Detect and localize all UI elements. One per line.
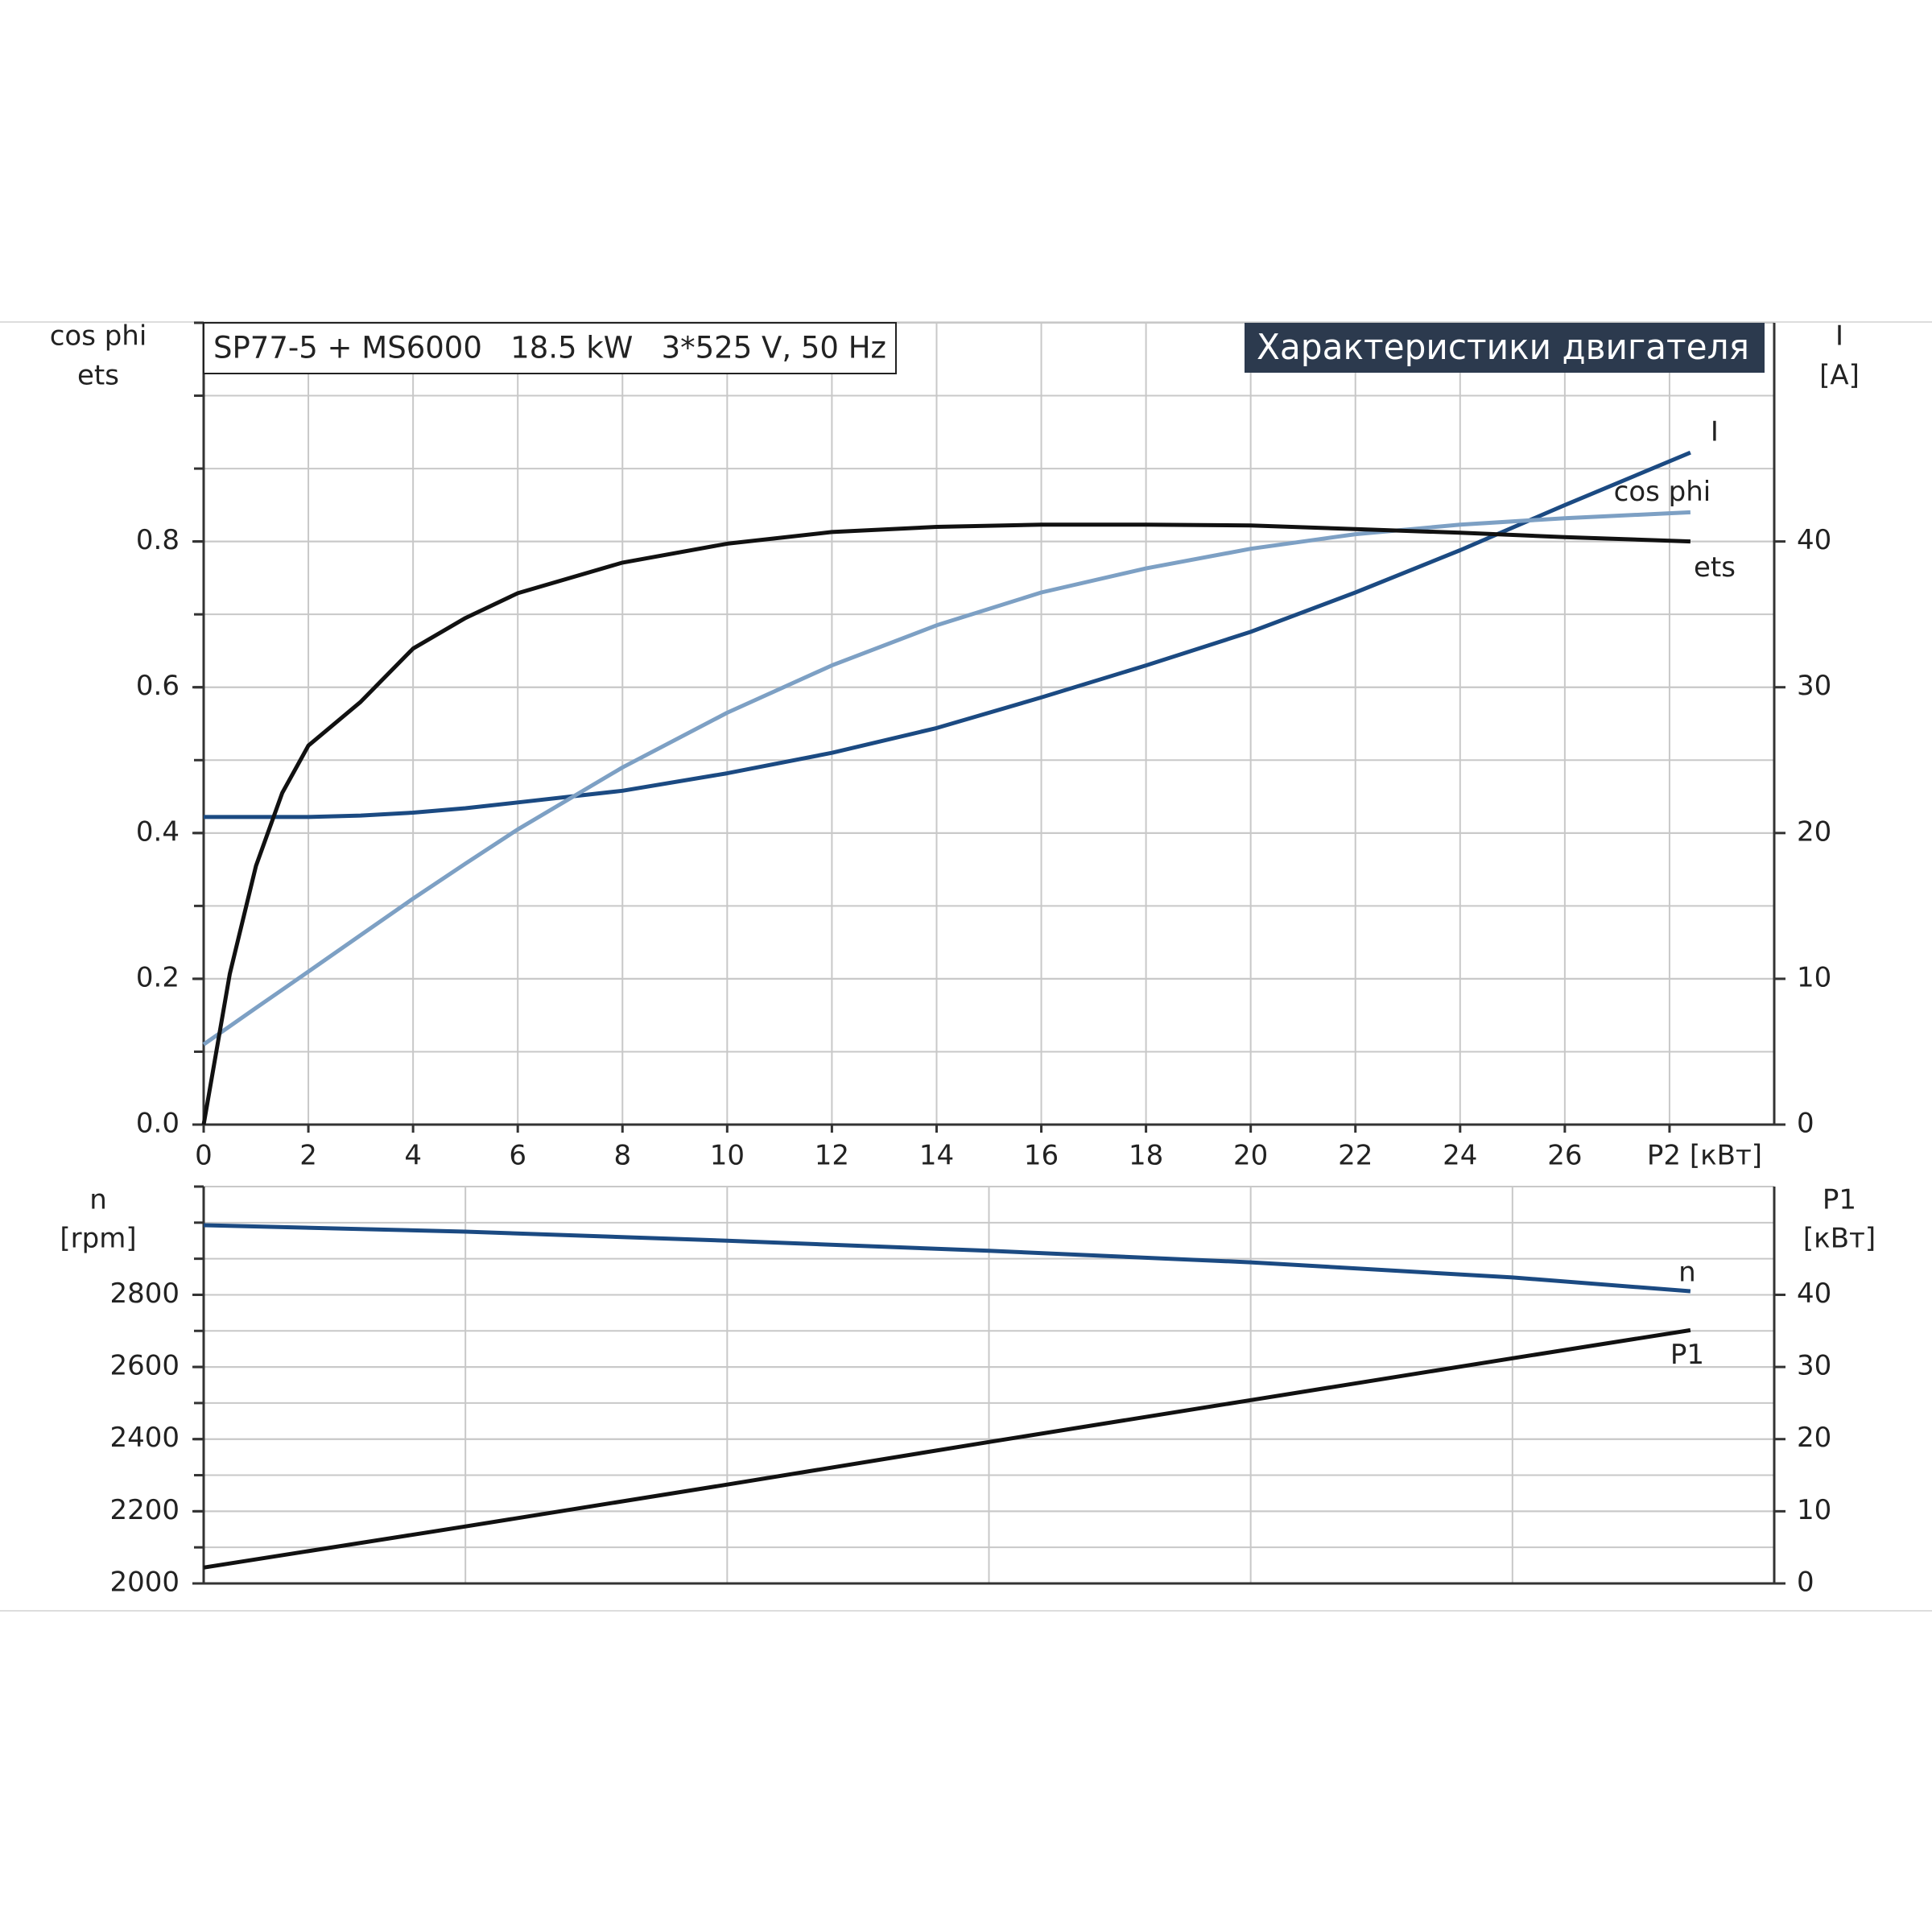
series-label: I [1711, 416, 1719, 448]
y-tick-label: 2600 [109, 1350, 180, 1382]
y-axis-label: cos phi [50, 320, 147, 353]
y2-axis-label: [A] [1819, 360, 1860, 392]
y2-tick-label: 0 [1797, 1567, 1814, 1599]
series-line [201, 522, 1690, 1125]
y-tick-label: 0.2 [136, 961, 180, 993]
y2-tick-label: 20 [1797, 815, 1831, 848]
series-line [204, 450, 1691, 819]
series-label: cos phi [1614, 476, 1711, 508]
x-tick-label: P2 [кВт] [1647, 1140, 1762, 1172]
y2-tick-label: 10 [1797, 1494, 1831, 1526]
y-tick-label: 0.6 [136, 670, 180, 702]
y2-axis-label: [кВт] [1803, 1223, 1876, 1255]
y-tick-label: 2800 [109, 1278, 180, 1310]
series-label: n [1678, 1256, 1696, 1288]
y2-tick-label: 0 [1797, 1108, 1814, 1140]
x-tick-label: 26 [1547, 1140, 1582, 1172]
y2-tick-label: 40 [1797, 524, 1831, 556]
x-tick-label: 2 [299, 1140, 317, 1172]
x-tick-label: 12 [815, 1140, 849, 1172]
x-tick-label: 0 [195, 1140, 213, 1172]
x-tick-label: 22 [1338, 1140, 1373, 1172]
y-axis-label: n [89, 1184, 107, 1216]
x-tick-label: 14 [919, 1140, 954, 1172]
y2-tick-label: 40 [1797, 1278, 1831, 1310]
series-line [202, 510, 1691, 1046]
series-label: P1 [1670, 1339, 1704, 1371]
series-line [203, 1223, 1691, 1294]
x-tick-label: 4 [404, 1140, 422, 1172]
x-tick-label: 20 [1233, 1140, 1268, 1172]
x-tick-label: 6 [509, 1140, 526, 1172]
y2-axis-label: P1 [1823, 1184, 1856, 1216]
x-tick-label: 8 [613, 1140, 631, 1172]
y-tick-label: 2200 [109, 1494, 180, 1526]
y-tick-label: 2400 [109, 1422, 180, 1454]
y2-tick-label: 30 [1797, 670, 1831, 702]
y-tick-label: 0.0 [136, 1108, 180, 1140]
series-label: ets [1694, 551, 1736, 584]
series-line [203, 1327, 1691, 1570]
y2-tick-label: 10 [1797, 961, 1831, 993]
x-tick-label: 10 [710, 1140, 745, 1172]
y-axis-label: [rpm] [60, 1223, 136, 1255]
y2-tick-label: 30 [1797, 1350, 1831, 1382]
x-tick-label: 24 [1443, 1140, 1477, 1172]
y-tick-label: 0.4 [136, 815, 180, 848]
y-tick-label: 0.8 [136, 524, 180, 556]
y2-tick-label: 20 [1797, 1422, 1831, 1454]
chart-subtitle: Характеристики двигателя [1257, 327, 1749, 368]
chart-title: SP77-5 + MS6000 18.5 kW 3*525 V, 50 Hz [213, 331, 886, 365]
y2-axis-label: I [1835, 320, 1843, 353]
x-tick-label: 18 [1129, 1140, 1163, 1172]
y-axis-label: ets [77, 360, 119, 392]
title-box [203, 322, 897, 374]
subtitle-box [1245, 323, 1765, 373]
y-tick-label: 2000 [109, 1567, 180, 1599]
x-tick-label: 16 [1024, 1140, 1059, 1172]
